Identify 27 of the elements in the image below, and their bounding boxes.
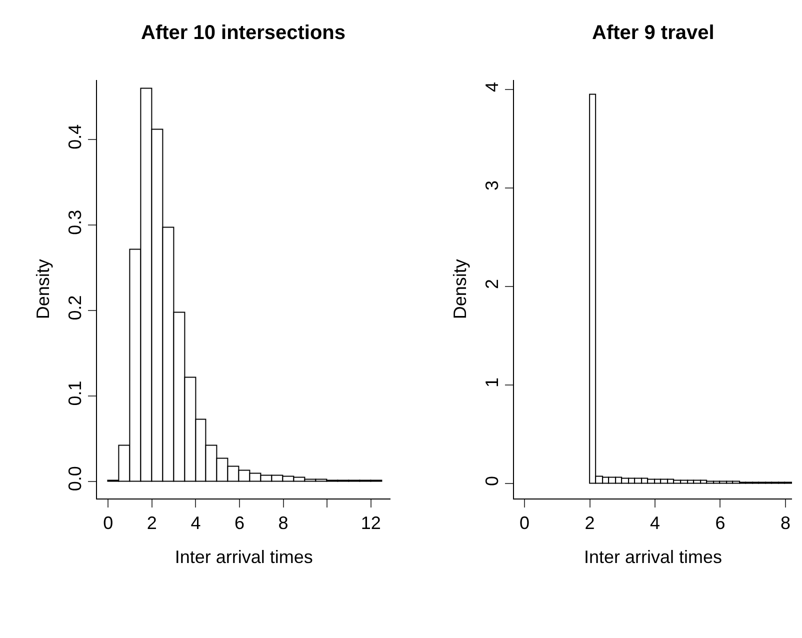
x-tick-label: 6: [234, 513, 245, 533]
x-axis-title: Inter arrival times: [174, 547, 313, 568]
y-tick-label: 0.0: [65, 466, 85, 492]
x-tick-label: 0: [520, 513, 530, 533]
x-tick-label: 2: [146, 513, 157, 533]
y-axis-title: Density: [33, 259, 54, 320]
x-tick-label: 6: [715, 513, 726, 533]
y-tick-label: 0: [482, 476, 502, 486]
y-tick-label: 0.2: [65, 295, 85, 320]
x-tick-label: 4: [190, 513, 201, 533]
x-tick-label: 0: [103, 513, 114, 533]
chart-title: After 9 travel: [592, 22, 714, 44]
y-tick-label: 0.1: [65, 380, 85, 406]
y-tick-label: 2: [482, 278, 502, 289]
y-tick-label: 4: [482, 82, 502, 92]
chart-title: After 10 intersections: [141, 22, 346, 44]
x-axis-title: Inter arrival times: [584, 547, 722, 568]
y-tick-label: 0.4: [65, 124, 85, 150]
y-tick-label: 0.3: [65, 210, 85, 235]
x-tick-label: 2: [584, 513, 595, 533]
x-tick-label: 4: [650, 513, 660, 533]
x-tick-label: 12: [360, 513, 381, 533]
x-tick-label: 8: [780, 513, 790, 533]
y-axis-title: Density: [450, 259, 470, 320]
x-tick-label: 8: [278, 513, 288, 533]
y-tick-label: 1: [482, 377, 502, 388]
y-tick-label: 3: [482, 180, 502, 190]
